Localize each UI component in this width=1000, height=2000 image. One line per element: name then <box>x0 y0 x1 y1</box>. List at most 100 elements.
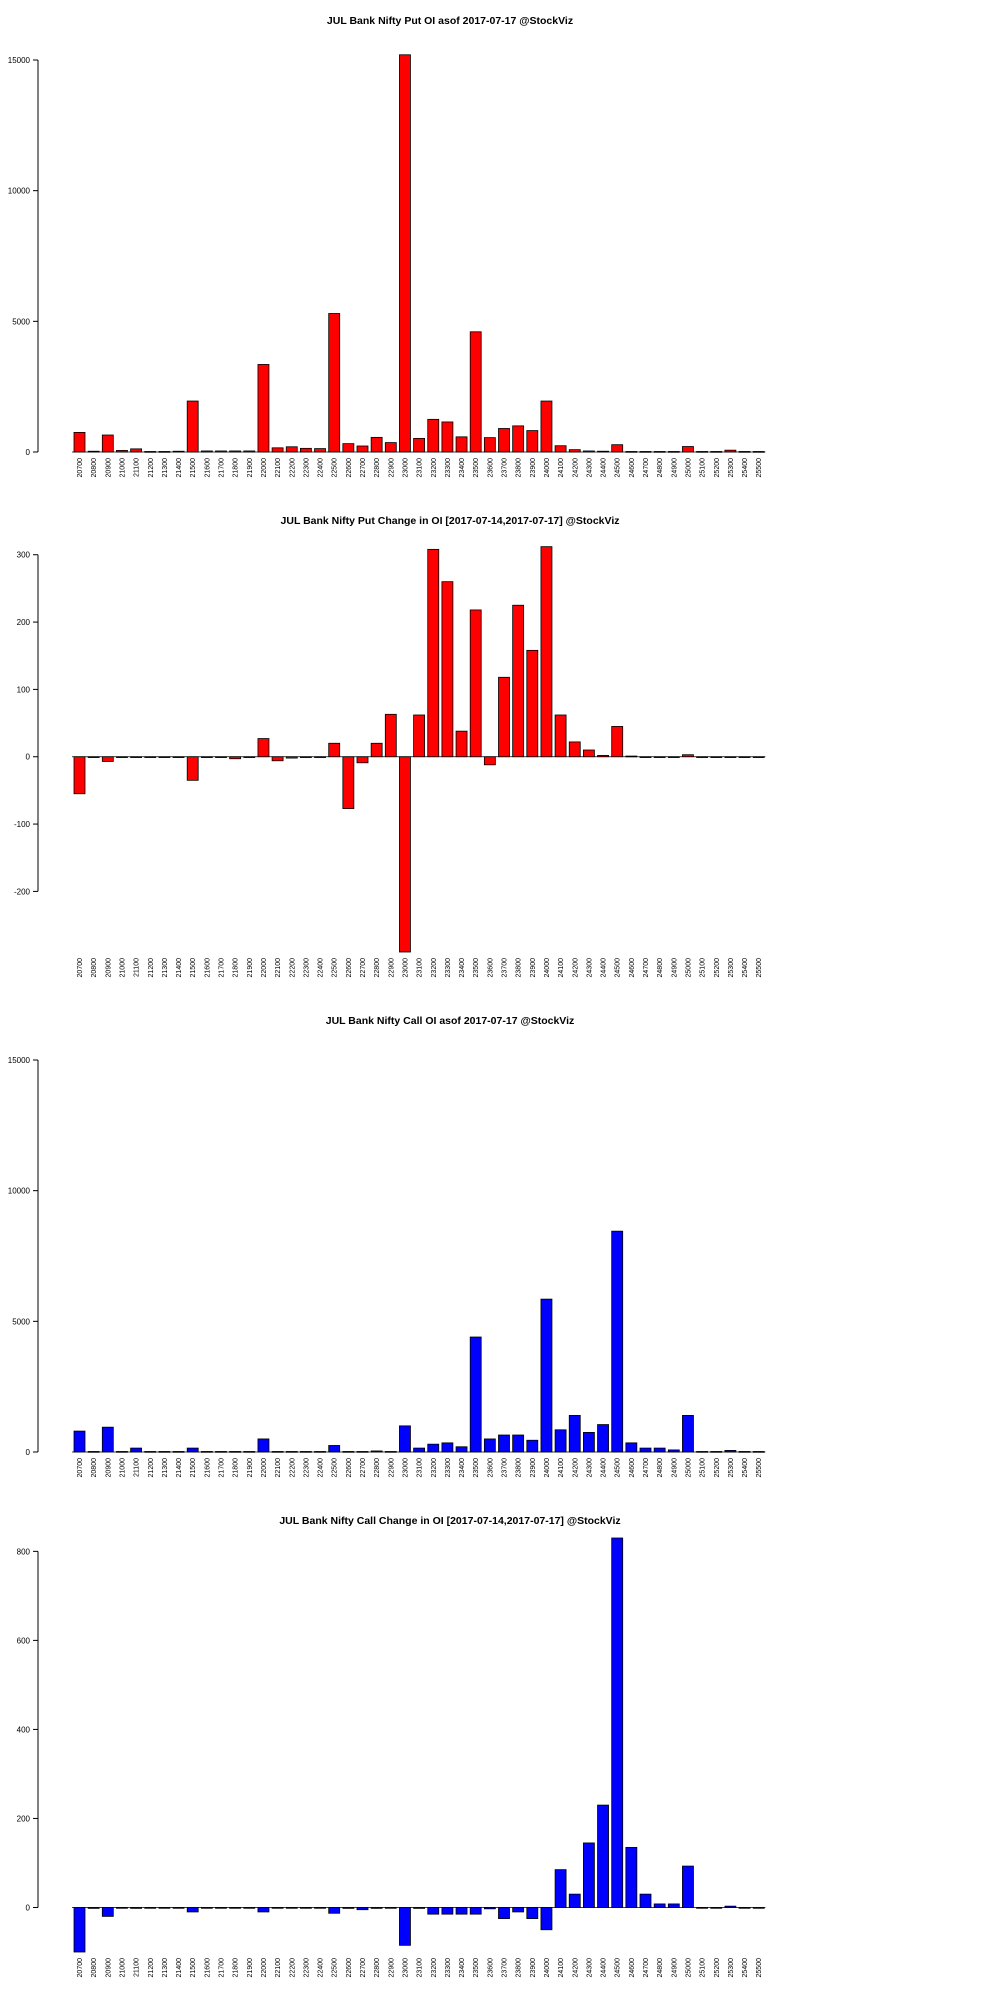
bar-23600 <box>483 1438 496 1453</box>
bar-22100 <box>271 1451 284 1453</box>
x-tick-label: 20700 <box>77 1958 84 1978</box>
x-tick-label: 25200 <box>714 1458 721 1478</box>
y-tick-label: -100 <box>14 820 31 829</box>
bar-23400 <box>455 1907 468 1915</box>
bar-23400 <box>455 436 468 453</box>
x-tick-label: 21600 <box>204 458 211 478</box>
x-tick-label: 22000 <box>261 1958 268 1978</box>
chart-2: JUL Bank Nifty Put Change in OI [2017-07… <box>14 515 766 978</box>
y-tick-label: 0 <box>26 753 31 762</box>
x-tick-label: 22700 <box>360 1458 367 1478</box>
bar-23300 <box>441 581 454 758</box>
bar-21000 <box>116 450 128 453</box>
x-tick-label: 21500 <box>190 1958 197 1978</box>
bar-25100 <box>696 1451 708 1453</box>
x-tick-label: 22600 <box>346 958 353 978</box>
bar-22100 <box>271 447 284 453</box>
bar-23900 <box>526 430 539 453</box>
bar-23200 <box>427 1443 440 1453</box>
x-tick-label: 21300 <box>162 1958 169 1978</box>
x-tick-label: 25300 <box>728 1958 735 1978</box>
x-tick-label: 22900 <box>388 958 395 978</box>
x-tick-label: 21600 <box>204 958 211 978</box>
x-tick-label: 25300 <box>728 958 735 978</box>
chart-title: JUL Bank Nifty Call OI asof 2017-07-17 @… <box>326 1015 575 1027</box>
x-tick-label: 21700 <box>219 1958 226 1978</box>
bar-24800 <box>653 756 666 758</box>
x-tick-label: 22600 <box>346 1458 353 1478</box>
bar-22300 <box>299 1451 312 1453</box>
x-tick-label: 24700 <box>643 1958 650 1978</box>
x-tick-label: 25400 <box>742 1958 749 1978</box>
bar-23500 <box>469 609 482 758</box>
x-tick-label: 23800 <box>516 1958 523 1978</box>
x-tick-label: 24800 <box>657 1958 664 1978</box>
x-tick-label: 23800 <box>516 458 523 478</box>
bar-23100 <box>413 1907 426 1909</box>
bar-21600 <box>200 756 213 758</box>
x-tick-label: 23600 <box>487 458 494 478</box>
x-tick-label: 22200 <box>289 1458 296 1478</box>
bar-22300 <box>299 756 312 758</box>
bar-24400 <box>597 754 609 758</box>
bar-21700 <box>215 1451 227 1453</box>
x-tick-label: 22700 <box>360 1958 367 1978</box>
x-tick-label: 20900 <box>105 958 112 978</box>
x-tick-label: 22500 <box>332 1458 339 1478</box>
x-tick-label: 25400 <box>742 1458 749 1478</box>
bar-24400 <box>597 450 609 453</box>
bar-21300 <box>158 756 171 758</box>
bar-25500 <box>752 756 765 758</box>
bar-20800 <box>87 450 100 453</box>
x-tick-label: 24400 <box>601 958 608 978</box>
x-tick-label: 23500 <box>473 1958 480 1978</box>
x-tick-label: 22200 <box>289 1958 296 1978</box>
y-tick-label: 300 <box>17 551 31 560</box>
bar-21400 <box>172 1451 185 1453</box>
x-tick-label: 23700 <box>502 458 509 478</box>
x-tick-label: 24800 <box>657 958 664 978</box>
bar-22900 <box>384 1451 397 1453</box>
x-tick-label: 21000 <box>119 1958 126 1978</box>
y-tick-label: 200 <box>17 1814 31 1823</box>
bar-23900 <box>526 649 539 758</box>
y-tick-label: 10000 <box>8 187 31 196</box>
x-tick-label: 22300 <box>303 458 310 478</box>
bar-24600 <box>625 1846 638 1908</box>
x-tick-label: 24800 <box>657 1458 664 1478</box>
x-tick-label: 25100 <box>700 1958 707 1978</box>
x-tick-label: 21500 <box>190 958 197 978</box>
bar-24300 <box>583 450 595 453</box>
bar-21200 <box>144 756 157 758</box>
bar-20900 <box>101 756 114 762</box>
x-tick-label: 21300 <box>162 458 169 478</box>
x-tick-label: 23600 <box>487 958 494 978</box>
bar-22800 <box>370 742 383 758</box>
x-tick-label: 24900 <box>671 1458 678 1478</box>
x-tick-label: 25000 <box>685 1958 692 1978</box>
bar-21900 <box>243 756 256 758</box>
bar-25100 <box>696 1907 708 1909</box>
bar-23000 <box>399 54 411 453</box>
bar-23300 <box>441 421 454 453</box>
bar-24700 <box>639 1447 652 1453</box>
x-tick-label: 24300 <box>586 1958 593 1978</box>
y-tick-label: -200 <box>14 887 31 896</box>
bar-25100 <box>696 756 708 758</box>
x-tick-label: 24000 <box>544 958 551 978</box>
x-tick-label: 23000 <box>402 458 409 478</box>
x-tick-label: 23400 <box>459 1958 466 1978</box>
bar-20900 <box>101 434 114 453</box>
bar-21300 <box>158 451 171 453</box>
bar-22900 <box>384 442 397 453</box>
bar-24000 <box>540 400 553 453</box>
bar-23500 <box>469 331 482 453</box>
bar-25200 <box>710 1907 723 1909</box>
y-tick-label: 0 <box>26 1903 31 1912</box>
x-tick-label: 25200 <box>714 458 721 478</box>
y-tick-label: 200 <box>17 618 31 627</box>
bar-24500 <box>611 726 624 758</box>
bar-21500 <box>186 1907 199 1913</box>
bar-23000 <box>399 1425 411 1453</box>
x-tick-label: 21200 <box>148 1458 155 1478</box>
